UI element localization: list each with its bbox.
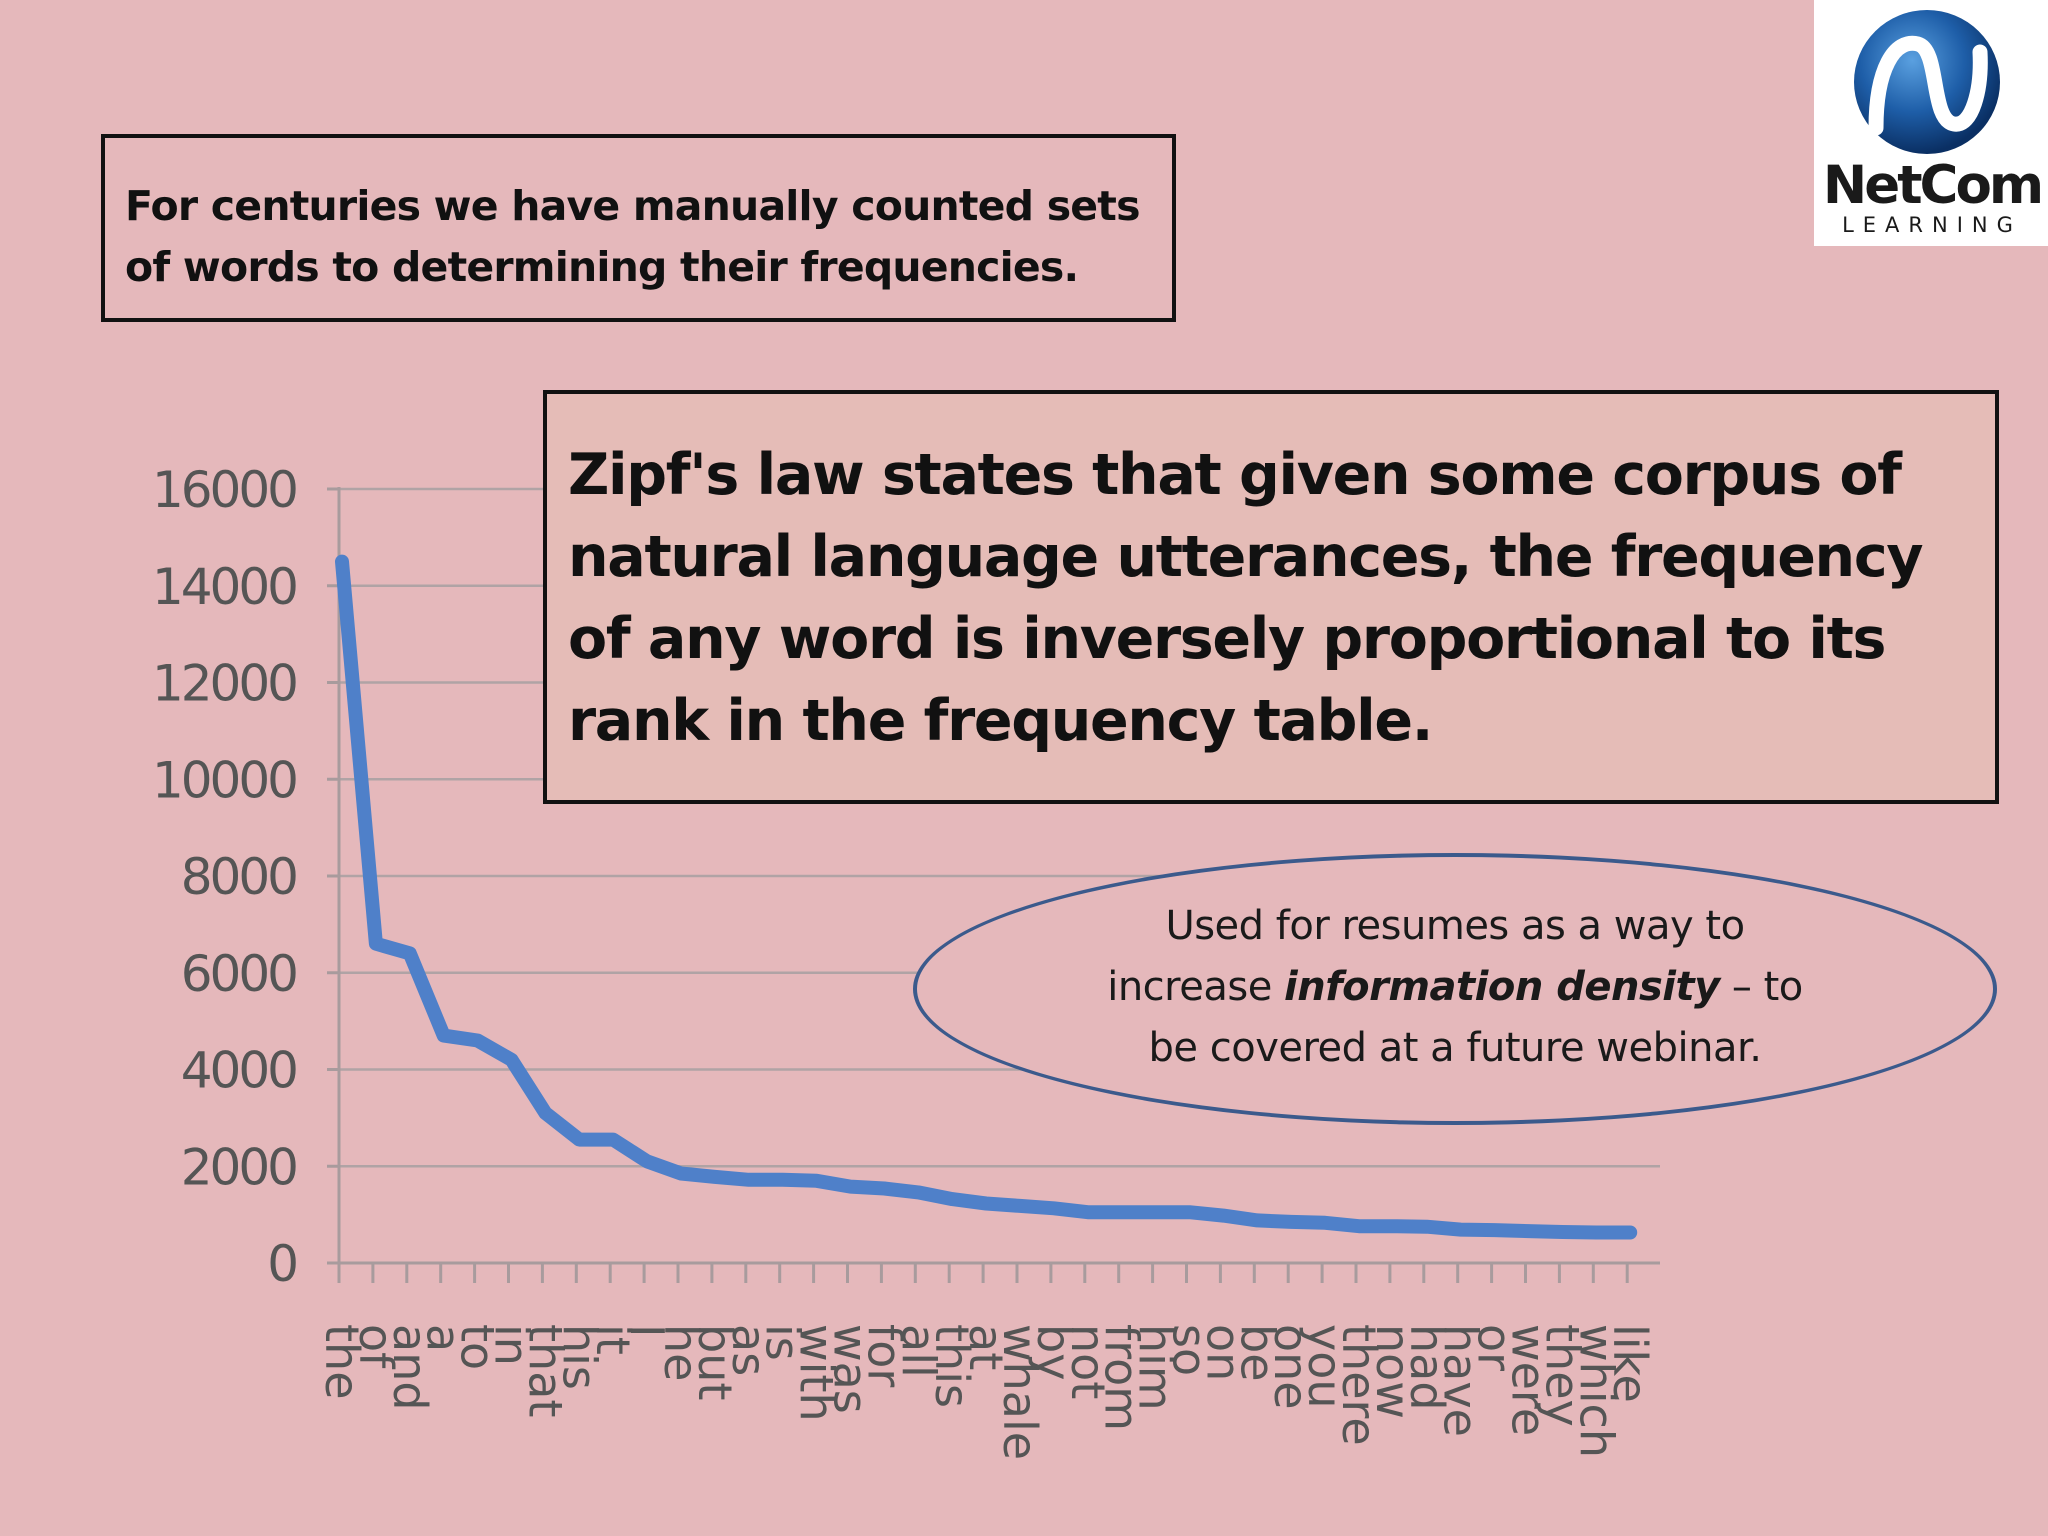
- callout-line-3: be covered at a future webinar.: [1148, 1025, 1762, 1071]
- callout-text: Used for resumes as a way to increase in…: [1000, 896, 1910, 1079]
- chart-axes: [327, 487, 1660, 1283]
- xtick-label-was: was: [824, 1324, 878, 1414]
- chart-series: [335, 554, 1638, 1240]
- ytick-label-2000: 2000: [181, 1138, 296, 1196]
- xtick-label-so: so: [1163, 1324, 1217, 1376]
- xtick-label-like: like: [1603, 1324, 1657, 1403]
- xtick-label-whale: whale: [993, 1324, 1047, 1460]
- xtick-label-of: of: [349, 1324, 403, 1370]
- xtick-label-is: is: [756, 1324, 810, 1361]
- ytick-label-10000: 10000: [152, 751, 296, 809]
- xtick-label-all: all: [891, 1324, 945, 1378]
- ytick-label-8000: 8000: [181, 848, 296, 906]
- xtick-label-him: him: [1129, 1324, 1183, 1411]
- xtick-label-had: had: [1400, 1324, 1454, 1411]
- zipf-law-box: Zipf's law states that given some corpus…: [543, 390, 1999, 804]
- xtick-label-there: there: [1332, 1324, 1386, 1446]
- ytick-label-12000: 12000: [152, 655, 296, 713]
- ytick-label-4000: 4000: [181, 1042, 296, 1100]
- xtick-label-it: it: [586, 1324, 640, 1355]
- xtick-label-the: the: [315, 1324, 369, 1400]
- logo-name: NetCom: [1822, 155, 2044, 216]
- xtick-label-that: that: [518, 1324, 572, 1417]
- netcom-logo: NetCom LEARNING: [1814, 0, 2048, 246]
- xtick-label-this: this: [925, 1324, 979, 1408]
- xtick-label-but: but: [688, 1324, 742, 1400]
- xtick-label-from: from: [1095, 1324, 1149, 1431]
- xtick-label-were: were: [1502, 1324, 1556, 1436]
- ytick-label-14000: 14000: [152, 558, 296, 616]
- xtick-label-now: now: [1366, 1324, 1420, 1419]
- xtick-label-or: or: [1468, 1324, 1522, 1371]
- xtick-label-not: not: [1061, 1324, 1115, 1399]
- xtick-label-with: with: [790, 1324, 844, 1422]
- netcom-globe-icon: [1854, 10, 2000, 154]
- logo-subtitle: LEARNING: [1842, 213, 2022, 237]
- ytick-label-6000: 6000: [181, 945, 296, 1003]
- ytick-label-16000: 16000: [152, 461, 296, 519]
- callout-line-2-post: – to: [1719, 964, 1803, 1010]
- xtick-label-as: as: [722, 1324, 776, 1376]
- xtick-label-one: one: [1264, 1324, 1318, 1410]
- callout-line-2: increase information density – to: [1000, 957, 1910, 1018]
- callout-line-2-pre: increase: [1107, 964, 1285, 1010]
- xtick-label-have: have: [1434, 1324, 1488, 1437]
- xtick-label-by: by: [1027, 1324, 1081, 1380]
- callout-emphasis: information density: [1284, 964, 1720, 1010]
- xtick-label-which: which: [1569, 1324, 1623, 1458]
- xtick-label-they: they: [1535, 1324, 1589, 1427]
- frequency-series-line: [335, 554, 1638, 1240]
- xtick-label-at: at: [959, 1324, 1013, 1370]
- xtick-label-be: be: [1230, 1324, 1284, 1382]
- xtick-label-a: a: [417, 1324, 471, 1352]
- xtick-label-I: I: [620, 1324, 674, 1338]
- callout-line-1: Used for resumes as a way to: [1165, 903, 1745, 949]
- xtick-label-for: for: [857, 1324, 911, 1387]
- xtick-label-to: to: [451, 1324, 505, 1370]
- xtick-label-on: on: [1196, 1324, 1250, 1381]
- callout-ellipse: [913, 853, 1997, 1125]
- intro-text-box: For centuries we have manually counted s…: [101, 134, 1176, 322]
- intro-text: For centuries we have manually counted s…: [125, 182, 1141, 291]
- xtick-label-his: his: [552, 1324, 606, 1390]
- xtick-label-you: you: [1298, 1324, 1352, 1409]
- xtick-label-he: he: [654, 1324, 708, 1381]
- ytick-label-0: 0: [267, 1235, 296, 1293]
- zipf-law-text: Zipf's law states that given some corpus…: [568, 442, 1923, 754]
- chart-tick-labels: 0 2000 4000 6000 8000 10000 12000 14000 16000 the…: [152, 461, 1657, 1460]
- xtick-label-in: in: [485, 1324, 539, 1366]
- xtick-label-and: and: [383, 1324, 437, 1411]
